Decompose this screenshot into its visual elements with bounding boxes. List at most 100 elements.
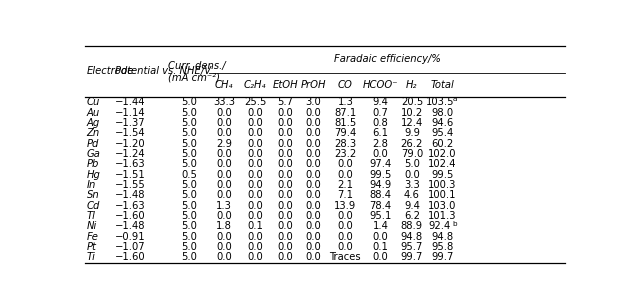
Text: −0.91: −0.91 — [115, 232, 146, 242]
Text: 3.0: 3.0 — [306, 97, 321, 107]
Text: 1.8: 1.8 — [216, 221, 232, 231]
Text: 0.0: 0.0 — [278, 180, 293, 190]
Text: C₂H₄: C₂H₄ — [244, 80, 266, 90]
Text: −1.60: −1.60 — [115, 252, 146, 262]
Text: 7.1: 7.1 — [338, 190, 353, 200]
Text: −1.54: −1.54 — [115, 128, 146, 138]
Text: Ti: Ti — [86, 252, 95, 262]
Text: 0.0: 0.0 — [278, 108, 293, 118]
Text: 0.0: 0.0 — [247, 170, 263, 180]
Text: Ni: Ni — [86, 221, 97, 231]
Text: 33.3: 33.3 — [213, 97, 235, 107]
Text: 0.0: 0.0 — [278, 201, 293, 211]
Text: 99.7: 99.7 — [401, 252, 423, 262]
Text: 5.0: 5.0 — [182, 97, 198, 107]
Text: 0.0: 0.0 — [278, 190, 293, 200]
Text: 87.1: 87.1 — [334, 108, 357, 118]
Text: 5.0: 5.0 — [404, 159, 420, 169]
Text: 0.0: 0.0 — [278, 252, 293, 262]
Text: 0.0: 0.0 — [306, 180, 321, 190]
Text: 1.3: 1.3 — [338, 97, 353, 107]
Text: −1.20: −1.20 — [115, 138, 146, 148]
Text: 0.0: 0.0 — [338, 221, 353, 231]
Text: 0.0: 0.0 — [338, 232, 353, 242]
Text: 5.0: 5.0 — [182, 118, 198, 128]
Text: 5.0: 5.0 — [182, 190, 198, 200]
Text: 94.9: 94.9 — [370, 180, 392, 190]
Text: 0.0: 0.0 — [306, 128, 321, 138]
Text: 94.8: 94.8 — [431, 232, 453, 242]
Text: Curr. dens./
(mA cm⁻²): Curr. dens./ (mA cm⁻²) — [168, 61, 225, 82]
Text: 0.7: 0.7 — [373, 108, 389, 118]
Text: 0.0: 0.0 — [338, 242, 353, 252]
Text: 0.0: 0.0 — [278, 170, 293, 180]
Text: 0.0: 0.0 — [247, 232, 263, 242]
Text: Cd: Cd — [86, 201, 100, 211]
Text: 0.0: 0.0 — [373, 252, 389, 262]
Text: PrOH: PrOH — [301, 80, 326, 90]
Text: 5.7: 5.7 — [277, 97, 293, 107]
Text: 0.0: 0.0 — [306, 190, 321, 200]
Text: 1.3: 1.3 — [216, 201, 232, 211]
Text: 79.0: 79.0 — [401, 149, 423, 159]
Text: 5.0: 5.0 — [182, 138, 198, 148]
Text: 20.5: 20.5 — [401, 97, 423, 107]
Text: 0.1: 0.1 — [373, 242, 389, 252]
Text: 9.4: 9.4 — [373, 97, 389, 107]
Text: Sn: Sn — [86, 190, 100, 200]
Text: 103.5: 103.5 — [425, 97, 454, 107]
Text: Ga: Ga — [86, 149, 100, 159]
Text: 0.0: 0.0 — [306, 252, 321, 262]
Text: HCOO⁻: HCOO⁻ — [363, 80, 398, 90]
Text: 0.0: 0.0 — [247, 108, 263, 118]
Text: 28.3: 28.3 — [334, 138, 357, 148]
Text: 5.0: 5.0 — [182, 252, 198, 262]
Text: 0.0: 0.0 — [338, 211, 353, 221]
Text: Cu: Cu — [86, 97, 100, 107]
Text: 102.4: 102.4 — [428, 159, 456, 169]
Text: 0.0: 0.0 — [373, 149, 389, 159]
Text: 9.9: 9.9 — [404, 128, 420, 138]
Text: 0.0: 0.0 — [404, 170, 420, 180]
Text: 94.6: 94.6 — [431, 118, 453, 128]
Text: Ag: Ag — [86, 118, 100, 128]
Text: Pb: Pb — [86, 159, 99, 169]
Text: 99.5: 99.5 — [431, 170, 454, 180]
Text: 3.3: 3.3 — [404, 180, 420, 190]
Text: 5.0: 5.0 — [182, 232, 198, 242]
Text: 0.0: 0.0 — [306, 149, 321, 159]
Text: −1.48: −1.48 — [115, 221, 146, 231]
Text: 0.0: 0.0 — [278, 211, 293, 221]
Text: 26.2: 26.2 — [401, 138, 423, 148]
Text: 60.2: 60.2 — [431, 138, 453, 148]
Text: 0.0: 0.0 — [247, 118, 263, 128]
Text: 81.5: 81.5 — [334, 118, 357, 128]
Text: Faradaic efficiency/%: Faradaic efficiency/% — [334, 54, 440, 64]
Text: 5.0: 5.0 — [182, 108, 198, 118]
Text: 0.0: 0.0 — [247, 242, 263, 252]
Text: 0.0: 0.0 — [306, 201, 321, 211]
Text: 25.5: 25.5 — [244, 97, 266, 107]
Text: 10.2: 10.2 — [401, 108, 423, 118]
Text: 95.4: 95.4 — [431, 128, 453, 138]
Text: b: b — [452, 221, 457, 227]
Text: 0.0: 0.0 — [247, 190, 263, 200]
Text: 0.0: 0.0 — [216, 170, 232, 180]
Text: 0.0: 0.0 — [247, 201, 263, 211]
Text: 0.0: 0.0 — [216, 232, 232, 242]
Text: 0.0: 0.0 — [216, 149, 232, 159]
Text: EtOH: EtOH — [273, 80, 298, 90]
Text: 0.0: 0.0 — [247, 138, 263, 148]
Text: 5.0: 5.0 — [182, 149, 198, 159]
Text: 95.7: 95.7 — [401, 242, 423, 252]
Text: −1.60: −1.60 — [115, 211, 146, 221]
Text: 0.5: 0.5 — [182, 170, 198, 180]
Text: 0.0: 0.0 — [216, 118, 232, 128]
Text: 0.0: 0.0 — [306, 108, 321, 118]
Text: 0.8: 0.8 — [373, 118, 389, 128]
Text: 5.0: 5.0 — [182, 128, 198, 138]
Text: 0.0: 0.0 — [278, 159, 293, 169]
Text: −1.24: −1.24 — [115, 149, 146, 159]
Text: Au: Au — [86, 108, 100, 118]
Text: 0.0: 0.0 — [216, 108, 232, 118]
